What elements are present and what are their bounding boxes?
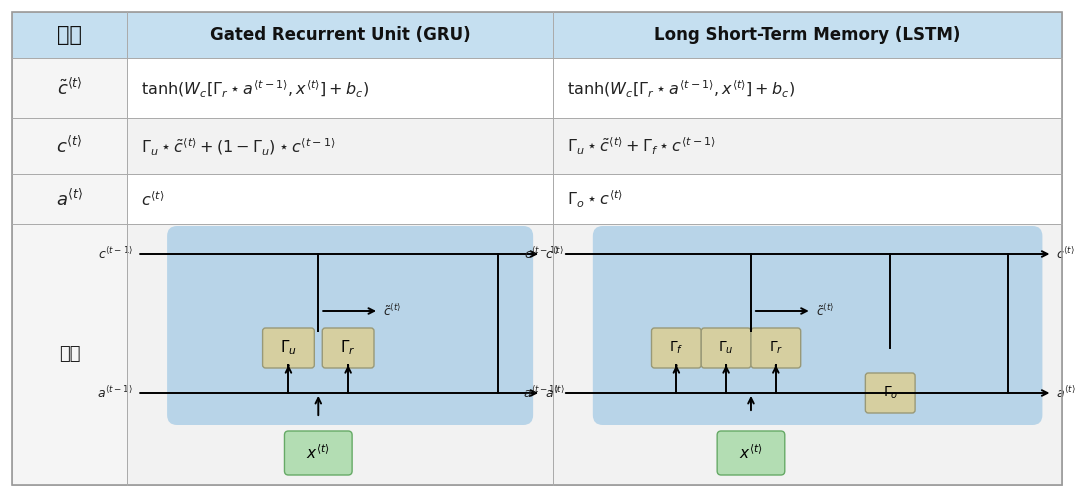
- Bar: [12, 58, 127, 118]
- Text: $a^{\langle t-1\rangle}$: $a^{\langle t-1\rangle}$: [523, 385, 559, 401]
- Text: $\Gamma_u$: $\Gamma_u$: [280, 339, 297, 357]
- FancyBboxPatch shape: [322, 328, 374, 368]
- Text: $\tilde{c}^{\langle t\rangle}$: $\tilde{c}^{\langle t\rangle}$: [815, 303, 834, 319]
- Text: Gated Recurrent Unit (GRU): Gated Recurrent Unit (GRU): [210, 26, 471, 44]
- Text: $a^{\langle t \rangle}$: $a^{\langle t \rangle}$: [56, 188, 83, 210]
- Text: $\tilde{c}^{\langle t \rangle}$: $\tilde{c}^{\langle t \rangle}$: [57, 77, 82, 99]
- Text: $c^{\langle t-1\rangle}$: $c^{\langle t-1\rangle}$: [524, 246, 559, 262]
- Text: $\mathrm{tanh}(W_c[\Gamma_r \star a^{\langle t-1 \rangle}, x^{\langle t \rangle}: $\mathrm{tanh}(W_c[\Gamma_r \star a^{\la…: [567, 77, 795, 99]
- Text: $\Gamma_o \star c^{\langle t \rangle}$: $\Gamma_o \star c^{\langle t \rangle}$: [567, 188, 623, 210]
- Text: $x^{\langle t\rangle}$: $x^{\langle t\rangle}$: [739, 444, 762, 462]
- Text: 特征: 特征: [57, 25, 82, 45]
- Bar: [127, 58, 553, 118]
- Text: $\Gamma_u$: $\Gamma_u$: [718, 340, 734, 356]
- Text: $a^{\langle t\rangle}$: $a^{\langle t\rangle}$: [1056, 385, 1076, 401]
- Bar: [127, 174, 553, 224]
- Text: $\Gamma_u \star \tilde{c}^{\langle t \rangle} + (1 - \Gamma_u) \star c^{\langle : $\Gamma_u \star \tilde{c}^{\langle t \ra…: [141, 135, 336, 157]
- FancyBboxPatch shape: [717, 431, 785, 475]
- Text: $x^{\langle t\rangle}$: $x^{\langle t\rangle}$: [307, 444, 330, 462]
- Bar: [127, 224, 553, 485]
- Bar: [127, 12, 553, 58]
- Bar: [12, 224, 127, 485]
- Text: $c^{\langle t\rangle}$: $c^{\langle t\rangle}$: [545, 246, 564, 262]
- Bar: [12, 174, 127, 224]
- Text: 依赖: 依赖: [59, 346, 80, 363]
- Text: $\Gamma_r$: $\Gamma_r$: [340, 339, 356, 357]
- Text: $c^{\langle t \rangle}$: $c^{\langle t \rangle}$: [56, 136, 83, 157]
- Bar: [12, 12, 127, 58]
- Text: $\Gamma_f$: $\Gamma_f$: [670, 340, 684, 356]
- FancyBboxPatch shape: [593, 226, 1042, 425]
- Text: $\Gamma_o$: $\Gamma_o$: [882, 385, 897, 401]
- Bar: [553, 58, 1063, 118]
- Bar: [12, 118, 127, 174]
- Text: $c^{\langle t \rangle}$: $c^{\langle t \rangle}$: [141, 189, 165, 209]
- Text: $a^{\langle t\rangle}$: $a^{\langle t\rangle}$: [545, 385, 565, 401]
- FancyBboxPatch shape: [284, 431, 352, 475]
- Text: $c^{\langle t\rangle}$: $c^{\langle t\rangle}$: [1056, 246, 1076, 262]
- Text: $\Gamma_r$: $\Gamma_r$: [769, 340, 783, 356]
- Text: Long Short-Term Memory (LSTM): Long Short-Term Memory (LSTM): [654, 26, 961, 44]
- Bar: [553, 118, 1063, 174]
- Text: $\mathrm{tanh}(W_c[\Gamma_r \star a^{\langle t-1 \rangle}, x^{\langle t \rangle}: $\mathrm{tanh}(W_c[\Gamma_r \star a^{\la…: [141, 77, 369, 99]
- FancyBboxPatch shape: [262, 328, 314, 368]
- FancyBboxPatch shape: [651, 328, 701, 368]
- FancyBboxPatch shape: [701, 328, 751, 368]
- Bar: [553, 12, 1063, 58]
- Bar: [553, 224, 1063, 485]
- Text: $\Gamma_u \star \tilde{c}^{\langle t \rangle} + \Gamma_f \star c^{\langle t-1 \r: $\Gamma_u \star \tilde{c}^{\langle t \ra…: [567, 135, 716, 157]
- Text: $\tilde{c}^{\langle t\rangle}$: $\tilde{c}^{\langle t\rangle}$: [383, 303, 402, 319]
- FancyBboxPatch shape: [167, 226, 534, 425]
- Bar: [553, 174, 1063, 224]
- FancyBboxPatch shape: [865, 373, 915, 413]
- FancyBboxPatch shape: [751, 328, 800, 368]
- Bar: [127, 118, 553, 174]
- Text: $c^{\langle t-1\rangle}$: $c^{\langle t-1\rangle}$: [98, 246, 133, 262]
- Text: $a^{\langle t-1\rangle}$: $a^{\langle t-1\rangle}$: [97, 385, 133, 401]
